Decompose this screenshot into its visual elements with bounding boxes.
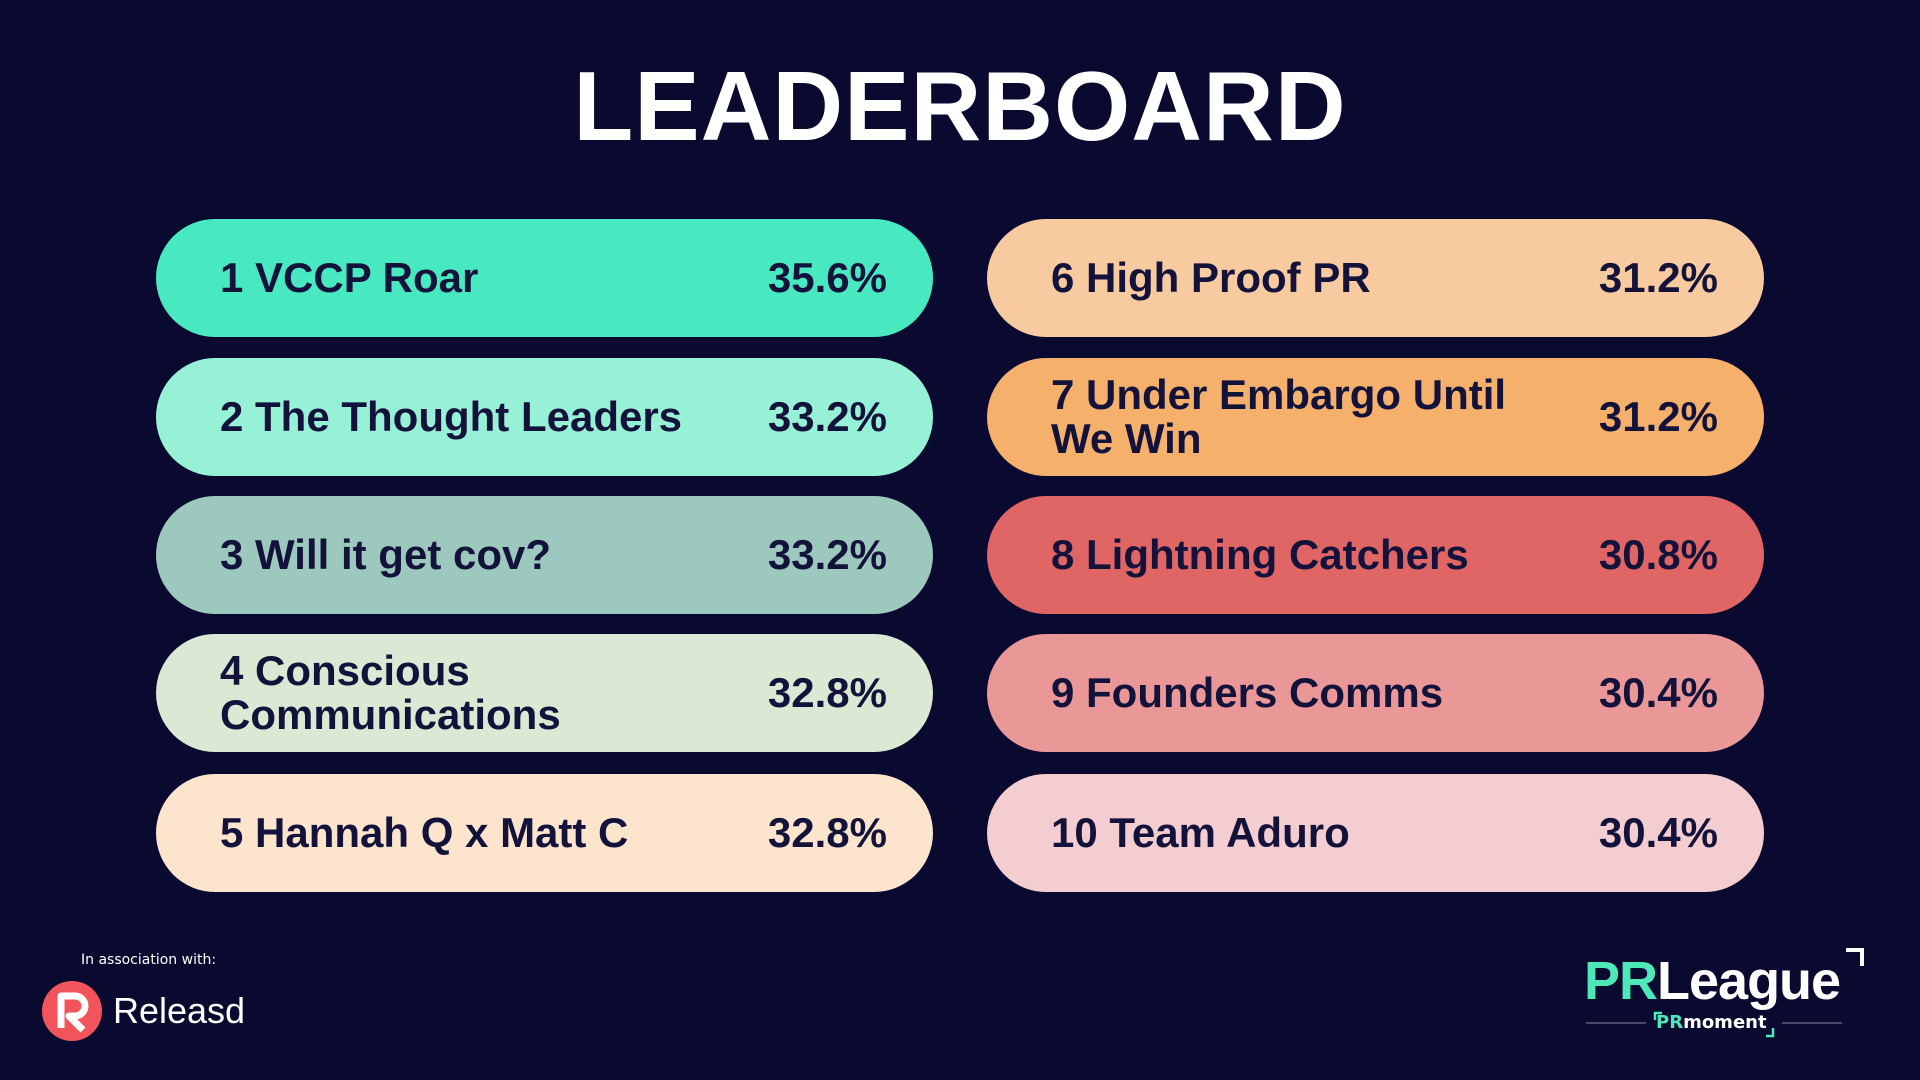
releasd-logo: Releasd [113,990,246,1031]
entry-score: 33.2% [767,393,887,440]
entry-score: 31.2% [1598,254,1718,301]
leaderboard-entry: 7 Under Embargo Until We Win 31.2% [987,358,1764,476]
entry-score: 32.8% [767,809,887,856]
leaderboard-entry: 2 The Thought Leaders 33.2% [156,358,933,476]
logo-rule [1586,1011,1842,1038]
leaderboard-entry: 3 Will it get cov? 33.2% [156,496,933,614]
entry-score: 35.6% [767,254,887,301]
leaderboard-entry: 1 VCCP Roar 35.6% [156,219,933,337]
entry-score: 32.8% [767,669,887,716]
entry-label: 3 Will it get cov? [220,531,551,578]
entry-score: 30.4% [1598,669,1718,716]
entry-label: 6 High Proof PR [1051,254,1371,301]
leaderboard-entry: 9 Founders Comms 30.4% [987,634,1764,752]
association-note: In association with: [81,952,217,968]
entry-score: 30.4% [1598,809,1718,856]
entry-label: 7 Under Embargo Until We Win [1051,371,1507,462]
leaderboard-entry: 6 High Proof PR 31.2% [987,219,1764,337]
leaderboard-entry: 5 Hannah Q x Matt C 32.8% [156,774,933,892]
releasd-icon [42,981,102,1041]
entry-score: 33.2% [767,531,887,578]
logo-pr: PR [1584,951,1658,1011]
logo-moment: moment [1683,1012,1767,1033]
logo-league: League [1657,951,1841,1011]
leaderboard-entry: 10 Team Aduro 30.4% [987,774,1764,892]
entry-label: 5 Hannah Q x Matt C [220,809,629,856]
entry-label: 9 Founders Comms [1051,669,1444,716]
leaderboard-entry: 8 Lightning Catchers 30.8% [987,496,1764,614]
prleague-logo: PRLeague [1584,950,1841,1012]
entry-label: 4 Conscious Communications [220,647,561,738]
entry-score: 31.2% [1598,393,1718,440]
entry-label: 1 VCCP Roar [220,254,479,301]
prmoment-logo: PRmoment [1656,1012,1767,1033]
logo-pr: PR [1656,1012,1684,1033]
leaderboard-entry: 4 Conscious Communications 32.8% [156,634,933,752]
logo-corner [1846,948,1864,966]
entry-label: 2 The Thought Leaders [220,393,683,440]
title: LEADERBOARD [573,51,1347,161]
entry-label: 8 Lightning Catchers [1051,531,1469,578]
entry-label: 10 Team Aduro [1051,809,1350,856]
entry-score: 30.8% [1598,531,1718,578]
